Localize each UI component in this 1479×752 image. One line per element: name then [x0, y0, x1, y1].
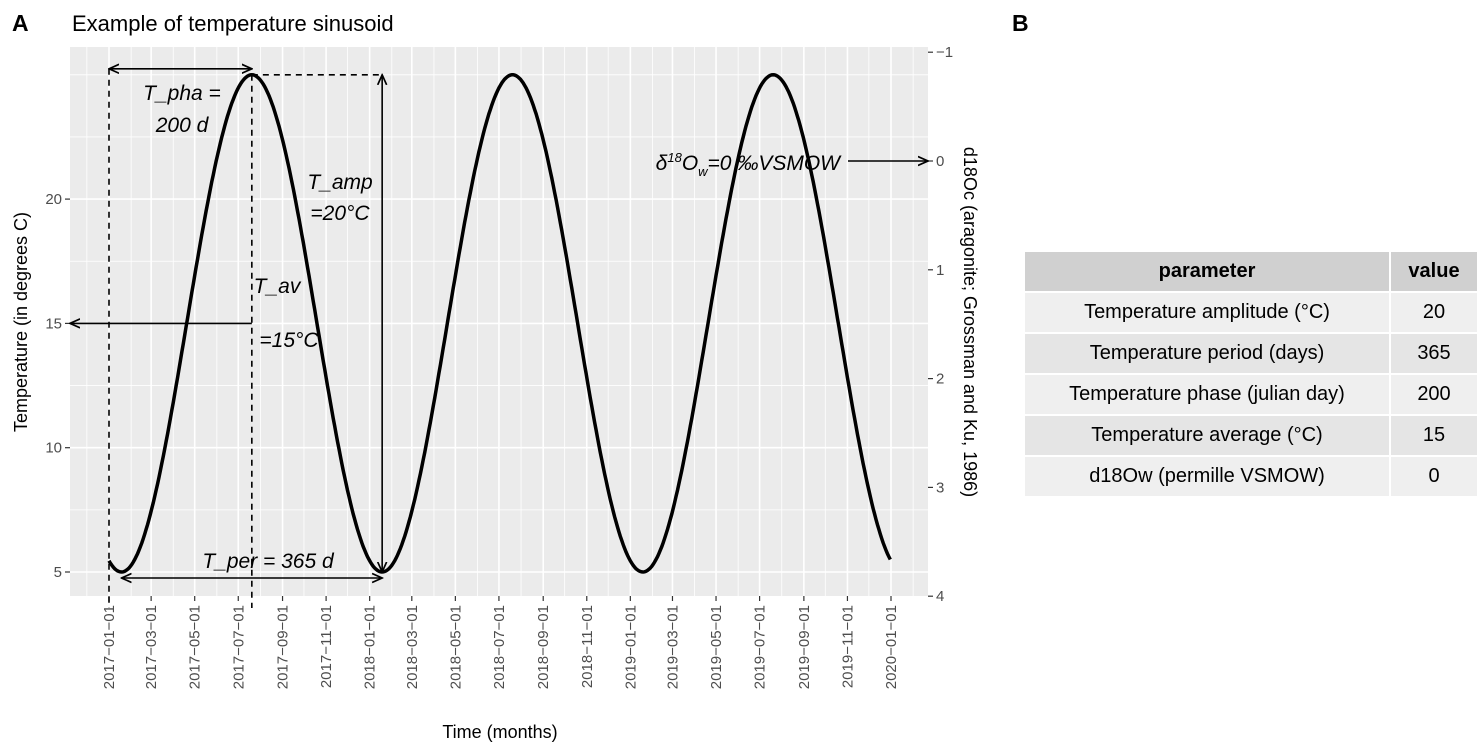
y-right-tick-label: 2 [936, 371, 944, 388]
table-row: Temperature phase (julian day) 200 [1025, 375, 1479, 416]
cell-parameter: d18Ow (permille VSMOW) [1025, 457, 1391, 498]
x-tick-label: 2019−05−01 [708, 605, 725, 689]
y-right-tick-label: 3 [936, 479, 944, 496]
y-axis-title: Temperature (in degrees C) [11, 212, 31, 432]
table-row: d18Ow (permille VSMOW) 0 [1025, 457, 1479, 498]
x-tick-label: 2017−09−01 [275, 605, 292, 689]
x-tick-label: 2018−03−01 [404, 605, 421, 689]
cell-value: 15 [1391, 416, 1479, 457]
annotation-guides [70, 69, 928, 608]
header-value: value [1391, 252, 1479, 293]
panel-label-a: A [12, 10, 29, 36]
cell-value: 200 [1391, 375, 1479, 416]
x-tick-label: 2018−01−01 [362, 605, 379, 689]
cell-parameter: Temperature average (°C) [1025, 416, 1391, 457]
y-right-tick-label: 1 [936, 262, 944, 279]
axes: 2017−01−01 2017−03−01 2017−05−01 2017−07−01… [45, 44, 953, 689]
annotations: T_pha = 200 d T_amp =20°C T_av =15°C T_p… [143, 82, 842, 573]
x-tick-label: 2019−09−01 [796, 605, 813, 689]
cell-parameter: Temperature phase (julian day) [1025, 375, 1391, 416]
x-tick-label: 2018−11−01 [579, 605, 596, 688]
x-tick-label: 2019−11−01 [839, 605, 856, 688]
temperature-curve [107, 73, 892, 574]
y-tick-label: 15 [45, 315, 62, 332]
panel-label-b: B [1012, 10, 1029, 36]
annotation-av-1: T_av [254, 275, 302, 298]
y-tick-label: 10 [45, 440, 62, 457]
x-axis-title: Time (months) [442, 722, 557, 742]
x-tick-label: 2017−03−01 [143, 605, 160, 689]
header-parameter: parameter [1025, 252, 1391, 293]
y-axis-right-title: d18Oc (aragonite; Grossman and Ku, 1986) [960, 147, 980, 497]
x-tick-label: 2018−05−01 [447, 605, 464, 689]
table-row: Temperature amplitude (°C) 20 [1025, 293, 1479, 334]
x-tick-label: 2017−07−01 [230, 605, 247, 689]
annotation-amp-1: T_amp [307, 171, 372, 194]
x-tick-label: 2019−01−01 [622, 605, 639, 689]
x-tick-label: 2019−07−01 [752, 605, 769, 689]
y-right-tick-label: 0 [936, 153, 944, 170]
parameter-table: parameter value Temperature amplitude (°… [1025, 252, 1479, 498]
x-tick-label: 2017−11−01 [318, 605, 335, 688]
annotation-d18ow: δ18Ow=0 ‰VSMOW [656, 150, 842, 179]
table-header-row: parameter value [1025, 252, 1479, 293]
y-tick-label: 20 [45, 191, 62, 208]
cell-parameter: Temperature amplitude (°C) [1025, 293, 1391, 334]
x-tick-label: 2017−05−01 [187, 605, 204, 689]
annotation-amp-2: =20°C [310, 202, 370, 225]
x-tick-label: 2017−01−01 [101, 605, 118, 689]
annotation-per: T_per = 365 d [202, 550, 335, 573]
chart-title: Example of temperature sinusoid [72, 11, 394, 36]
annotation-pha-2: 200 d [155, 114, 210, 137]
x-tick-label: 2020−01−01 [883, 605, 900, 689]
cell-value: 365 [1391, 334, 1479, 375]
annotation-av-2: =15°C [259, 329, 319, 352]
cell-parameter: Temperature period (days) [1025, 334, 1391, 375]
y-tick-label: 5 [54, 564, 62, 581]
x-tick-label: 2018−07−01 [491, 605, 508, 689]
cell-value: 0 [1391, 457, 1479, 498]
y-right-tick-label: −1 [936, 44, 953, 61]
table-row: Temperature average (°C) 15 [1025, 416, 1479, 457]
y-right-tick-label: 4 [936, 588, 944, 605]
cell-value: 20 [1391, 293, 1479, 334]
table-row: Temperature period (days) 365 [1025, 334, 1479, 375]
x-tick-label: 2019−03−01 [664, 605, 681, 689]
annotation-pha-1: T_pha = [143, 82, 221, 105]
x-tick-label: 2018−09−01 [535, 605, 552, 689]
